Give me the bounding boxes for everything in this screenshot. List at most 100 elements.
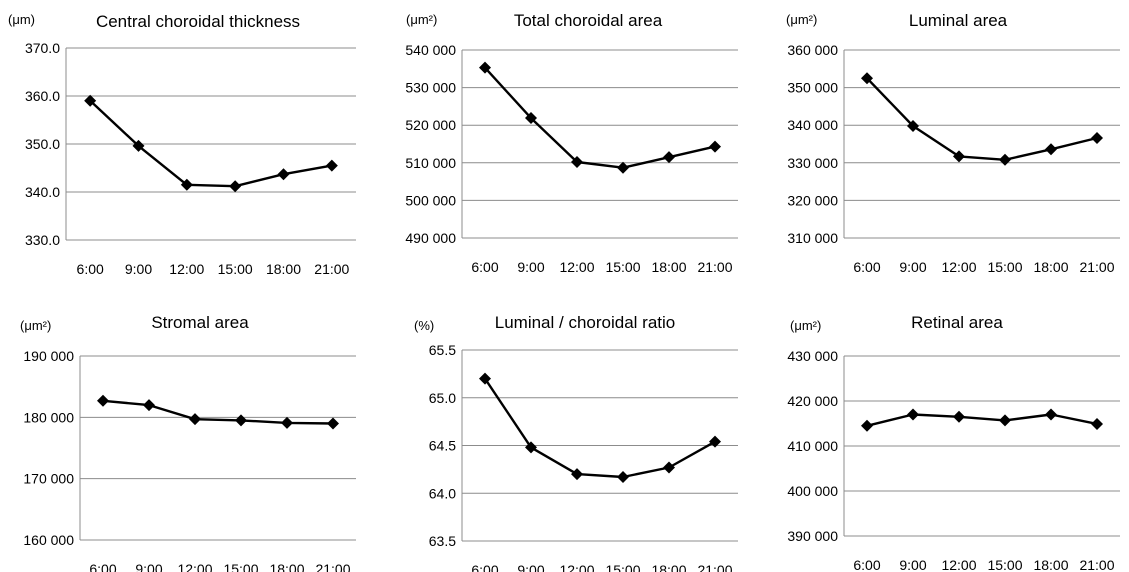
y-tick-label: 510 000 (405, 155, 456, 171)
y-tick-label: 420 000 (787, 393, 838, 409)
data-point-marker (277, 168, 290, 181)
x-tick-label: 15:00 (223, 561, 258, 572)
y-tick-label: 64.5 (429, 438, 456, 454)
y-tick-label: 180 000 (23, 409, 74, 425)
data-point-marker (235, 414, 247, 427)
x-tick-label: 6:00 (77, 261, 104, 277)
data-point-marker (1091, 417, 1103, 430)
x-tick-label: 15:00 (605, 259, 640, 275)
x-tick-label: 12:00 (177, 561, 212, 572)
data-point-marker (1045, 143, 1057, 156)
series-line (484, 377, 716, 479)
data-point-marker (617, 471, 629, 484)
plot-area: 390 000 400 000 410 000 420 000 430 000 6:00 9… (787, 348, 1120, 572)
data-point-marker (907, 119, 919, 132)
data-point-marker (281, 416, 293, 429)
x-tick-label: 15:00 (605, 562, 640, 572)
data-point-marker (479, 61, 491, 74)
data-point-marker (709, 435, 721, 448)
data-point-marker (479, 372, 491, 385)
x-tick-label: 15:00 (987, 557, 1022, 572)
data-point-marker (525, 441, 537, 454)
y-tick-label: 340.0 (25, 184, 60, 200)
plot-area: 63.5 64.0 64.5 65.0 65.5 6:00 9:00 12:00 15:00 18… (429, 342, 738, 572)
chart-title: Luminal / choroidal ratio (495, 313, 675, 332)
data-point-marker (709, 140, 721, 153)
y-tick-label: 350.0 (25, 136, 60, 152)
y-tick-label: 360.0 (25, 88, 60, 104)
x-tick-label: 6:00 (471, 562, 498, 572)
x-tick-label: 12:00 (941, 259, 976, 275)
series-line (866, 413, 1098, 427)
chart-title: Stromal area (151, 313, 249, 332)
y-tick-label: 320 000 (787, 192, 838, 208)
data-point-marker (571, 156, 583, 169)
x-tick-label: 9:00 (517, 562, 544, 572)
data-point-marker (84, 94, 97, 107)
series-line (102, 399, 334, 425)
x-tick-label: 21:00 (697, 259, 732, 275)
y-unit-label: (μm) (8, 12, 35, 27)
x-tick-label: 9:00 (125, 261, 152, 277)
plot-area: 160 000 170 000 180 000 190 000 6:00 9:00 12:0… (23, 348, 356, 572)
y-tick-label: 490 000 (405, 230, 456, 246)
y-tick-label: 370.0 (25, 40, 60, 56)
y-tick-label: 390 000 (787, 528, 838, 544)
plot-area: 490 000 500 000 510 000 520 000 530 000 540 0… (405, 42, 738, 275)
y-unit-label: (%) (414, 318, 434, 333)
chart-title: Total choroidal area (514, 11, 663, 30)
y-tick-label: 360 000 (787, 42, 838, 58)
series-line (89, 99, 333, 188)
data-point-marker (953, 410, 965, 423)
x-tick-label: 18:00 (651, 562, 686, 572)
data-point-marker (571, 468, 583, 481)
x-tick-label: 15:00 (987, 259, 1022, 275)
y-tick-label: 500 000 (405, 192, 456, 208)
x-tick-label: 9:00 (135, 561, 162, 572)
y-unit-label: (μm²) (406, 12, 437, 27)
y-tick-label: 64.0 (429, 485, 456, 501)
chart-panel-stromal-area: (μm²) Stromal area (20, 313, 249, 333)
x-tick-label: 18:00 (1033, 557, 1068, 572)
data-point-marker (325, 159, 338, 172)
data-point-marker (953, 150, 965, 163)
y-tick-label: 530 000 (405, 80, 456, 96)
x-tick-label: 21:00 (315, 561, 350, 572)
x-tick-label: 18:00 (266, 261, 301, 277)
plot-area: 310 000 320 000 330 000 340 000 350 000 360 0… (787, 42, 1120, 275)
x-tick-label: 18:00 (651, 259, 686, 275)
x-tick-label: 12:00 (559, 562, 594, 572)
chart-title: Luminal area (909, 11, 1008, 30)
y-tick-label: 330 000 (787, 155, 838, 171)
y-unit-label: (μm²) (20, 318, 51, 333)
data-point-marker (229, 180, 242, 193)
chart-title: Retinal area (911, 313, 1003, 332)
x-tick-label: 21:00 (1079, 557, 1114, 572)
y-tick-label: 340 000 (787, 117, 838, 133)
y-tick-label: 65.0 (429, 390, 456, 406)
data-point-marker (97, 394, 109, 407)
data-point-marker (1091, 131, 1103, 144)
x-tick-label: 6:00 (471, 259, 498, 275)
series-line (866, 77, 1098, 162)
y-tick-label: 400 000 (787, 483, 838, 499)
y-unit-label: (μm²) (786, 12, 817, 27)
y-tick-label: 350 000 (787, 80, 838, 96)
data-point-marker (617, 161, 629, 174)
chart-panel-central-choroidal-thickness: (μm) Central choroidal thickness (8, 12, 300, 31)
x-tick-label: 12:00 (169, 261, 204, 277)
y-tick-label: 410 000 (787, 438, 838, 454)
x-tick-label: 9:00 (517, 259, 544, 275)
data-point-marker (180, 178, 193, 191)
y-tick-label: 430 000 (787, 348, 838, 364)
data-point-marker (327, 417, 339, 430)
data-point-marker (1045, 408, 1057, 421)
x-tick-label: 6:00 (853, 557, 880, 572)
x-tick-label: 9:00 (899, 259, 926, 275)
chart-panel-luminal-choroidal-ratio: (%) Luminal / choroidal ratio (414, 313, 675, 333)
y-tick-label: 170 000 (23, 471, 74, 487)
data-point-marker (999, 414, 1011, 427)
x-tick-label: 12:00 (559, 259, 594, 275)
x-tick-label: 18:00 (1033, 259, 1068, 275)
